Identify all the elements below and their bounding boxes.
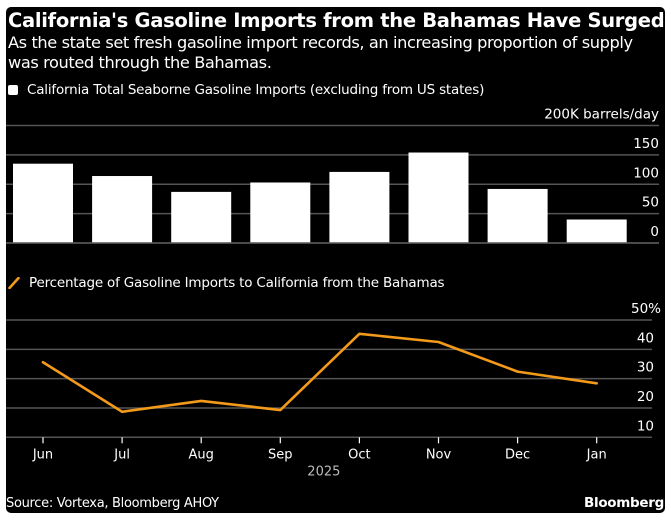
x-tick-label: Sep [268,447,293,462]
bar-nov [408,152,469,243]
orange-line-legend-icon [8,277,20,289]
x-tick-label: Oct [348,447,370,462]
bar-aug [171,191,232,243]
x-tick-label: Jul [113,447,130,462]
bar-ytick-label: 100 [633,165,659,181]
x-tick-label: Jun [32,447,53,462]
chart-panel: California's Gasoline Imports from the B… [6,7,665,513]
x-tick-label: Nov [426,447,452,462]
line-ytick-label: 10 [637,418,654,434]
chart-title: California's Gasoline Imports from the B… [8,9,665,32]
line-legend-label: Percentage of Gasoline Imports to Califo… [29,275,445,291]
bar-ytick-label: 50 [642,195,659,211]
bar-ytick-label: 0 [650,224,659,240]
bar-sep [250,182,311,243]
chart-canvas: 0 50 100 150 200K barrels/day 10 20 30 40 50% Ju… [6,107,661,477]
x-axis-year-label: 2025 [307,464,340,477]
bar-jun [13,163,73,243]
line-ytick-label: 30 [637,360,654,376]
bar-legend-label: California Total Seaborne Gasoline Impor… [27,82,485,98]
x-tick-label: Aug [189,447,214,462]
source-note: Source: Vortexa, Bloomberg AHOY [6,496,219,511]
bar-oct [329,171,390,243]
line-ytick-label: 20 [637,389,654,405]
bloomberg-logo: Bloomberg [584,495,664,511]
chart-subtitle: As the state set fresh gasoline import r… [8,33,633,72]
line-ytick-label: 40 [637,330,654,346]
bar-jul [92,176,153,243]
bar-dec [487,188,548,243]
bar-ytick-label: 150 [633,136,659,152]
percentage-line [41,332,599,414]
bar-ytick-label: 200K barrels/day [544,107,659,123]
line-legend: Percentage of Gasoline Imports to Califo… [8,275,445,291]
x-tick-label: Jan [586,447,607,462]
x-tick-label: Dec [505,447,530,462]
bar-jan [566,219,627,243]
white-square-legend-icon [8,85,18,95]
bar-legend: California Total Seaborne Gasoline Impor… [8,82,484,98]
line-ytick-label: 50% [631,301,661,317]
